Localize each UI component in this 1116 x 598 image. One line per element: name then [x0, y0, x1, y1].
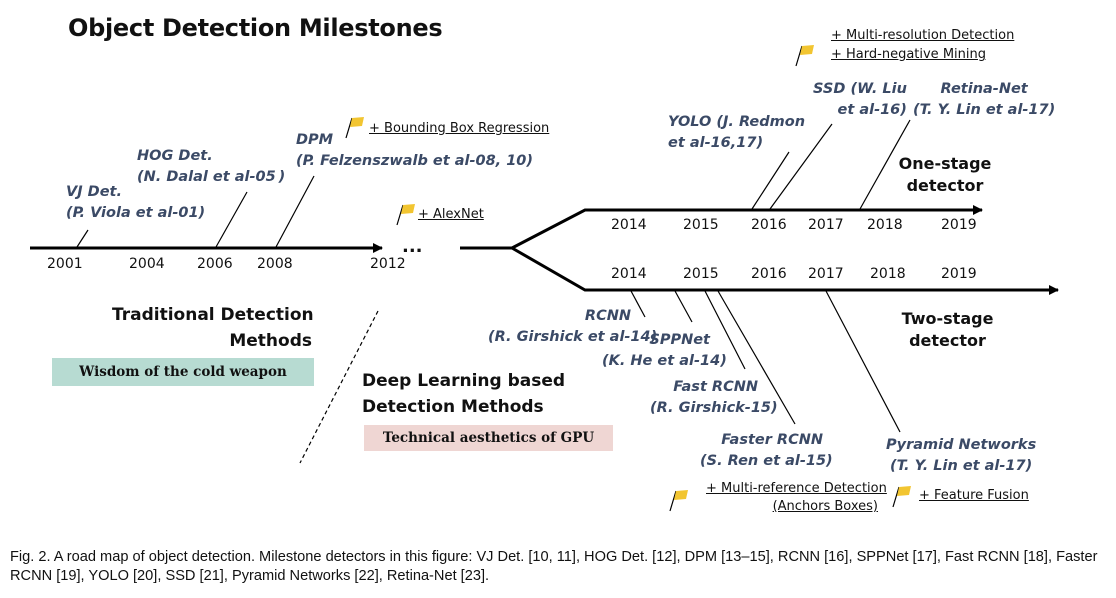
detector-sppnet: SPPNet (K. He et al-14) — [602, 332, 727, 369]
detector-hog: HOG Det. (N. Dalal et al-05 ) — [137, 148, 286, 185]
year-label: 2008 — [257, 256, 293, 272]
faster-rcnn-leader — [717, 290, 796, 425]
year-label: 2015 — [683, 266, 719, 282]
stage-two-stage: Two-stage detector — [901, 309, 994, 350]
era-separator-dashed — [299, 310, 379, 464]
annotation-alexnet: + AlexNet — [418, 207, 484, 222]
annotation-multi-resolution: + Multi-resolution Detection — [831, 28, 1015, 43]
dpm-leader — [275, 175, 315, 248]
detector-dpm: DPM (P. Felzenszwalb et al-08, 10) — [296, 132, 534, 169]
year-label: 2014 — [611, 266, 647, 282]
detector-ssd: SSD (W. Liu et al-16) — [813, 81, 907, 118]
detector-yolo: YOLO (J. Redmon et al-16,17) — [668, 114, 806, 151]
year-label: 2015 — [683, 217, 719, 233]
detector-fast-rcnn: Fast RCNN (R. Girshick-15) — [650, 379, 778, 416]
year-label: 2012 — [370, 256, 406, 272]
year-label: 2017 — [808, 217, 844, 233]
figure-caption: Fig. 2. A road map of object detection. … — [10, 549, 1098, 584]
retina-leader — [859, 119, 911, 210]
flag-icon — [795, 45, 814, 67]
timeline-ellipsis: ... — [402, 236, 423, 257]
badge-traditional: Wisdom of the cold weapon — [52, 358, 314, 386]
vj-leader — [76, 229, 89, 248]
fast-rcnn-leader — [704, 290, 746, 370]
badge-deep-learning: Technical aesthetics of GPU — [364, 425, 613, 451]
year-label: 2018 — [867, 217, 903, 233]
year-label: 2017 — [808, 266, 844, 282]
detector-rcnn: RCNN (R. Girshick et al-14) — [488, 308, 658, 345]
year-label: 2001 — [47, 256, 83, 272]
one-stage-branch — [511, 205, 983, 250]
two-stage-branch — [511, 246, 1059, 295]
era-traditional: Traditional Detection Methods — [112, 305, 314, 351]
year-label: 2016 — [751, 217, 787, 233]
sppnet-leader — [674, 290, 693, 323]
year-label: 2006 — [197, 256, 233, 272]
annotation-feature-fusion: + Feature Fusion — [919, 488, 1029, 503]
flag-icon — [396, 204, 415, 226]
year-label: 2019 — [941, 266, 977, 282]
year-label: 2004 — [129, 256, 165, 272]
flag-icon — [345, 117, 364, 139]
detector-retina-net: Retina-Net (T. Y. Lin et al-17) — [913, 81, 1056, 118]
rcnn-leader — [630, 290, 646, 318]
yolo-leader — [751, 151, 790, 210]
ssd-leader — [769, 123, 833, 210]
annotation-hard-negative: + Hard-negative Mining — [831, 47, 986, 62]
stage-one-stage: One-stage detector — [898, 154, 992, 195]
figure-title: Object Detection Milestones — [68, 14, 443, 42]
pyramid-leader — [825, 290, 901, 433]
hog-leader — [215, 191, 248, 248]
flag-icon — [669, 490, 688, 512]
year-label: 2016 — [751, 266, 787, 282]
annotation-anchors: (Anchors Boxes) — [772, 499, 878, 514]
flag-icon — [892, 486, 911, 508]
year-label: 2019 — [941, 217, 977, 233]
year-label: 2018 — [870, 266, 906, 282]
detector-vj: VJ Det. (P. Viola et al-01) — [66, 184, 206, 221]
detector-faster-rcnn: Faster RCNN (S. Ren et al-15) — [700, 432, 833, 469]
annotation-multi-reference: + Multi-reference Detection — [706, 481, 887, 496]
annotation-bbox-regression: + Bounding Box Regression — [369, 121, 550, 136]
year-label: 2014 — [611, 217, 647, 233]
detector-pyramid-networks: Pyramid Networks (T. Y. Lin et al-17) — [886, 437, 1037, 474]
era-deep-learning: Deep Learning based Detection Methods — [362, 371, 566, 417]
